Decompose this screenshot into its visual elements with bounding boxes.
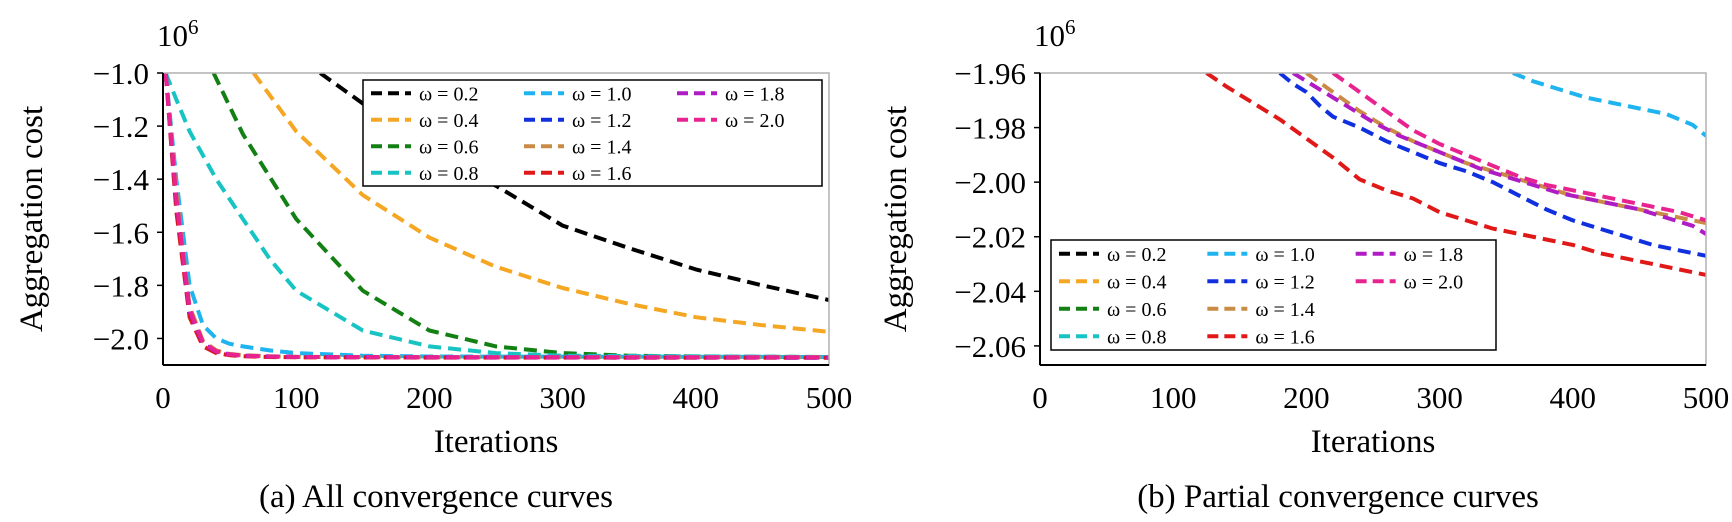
y-tick-label: −1.6 — [93, 215, 149, 250]
x-tick-label: 400 — [1550, 380, 1597, 415]
x-tick-label: 400 — [673, 380, 720, 415]
legend-label: ω = 0.8 — [419, 163, 478, 185]
legend-label: ω = 1.8 — [725, 83, 784, 105]
legend-label: ω = 0.6 — [1107, 299, 1166, 321]
x-tick-label: 500 — [1683, 380, 1730, 415]
legend-label: ω = 1.0 — [1255, 244, 1314, 266]
x-tick-label: 300 — [1416, 380, 1463, 415]
legend-label: ω = 2.0 — [1404, 271, 1463, 293]
series-line-8 — [1205, 73, 1706, 277]
legend-label: ω = 1.2 — [1255, 271, 1314, 293]
series-line-6 — [1278, 73, 1706, 258]
y-tick-label: −2.0 — [93, 321, 149, 356]
figure-caption: (a) All convergence curves — [259, 479, 613, 515]
legend-box — [1050, 239, 1497, 351]
legend-label: ω = 0.6 — [419, 136, 478, 158]
y-tick-label: −2.04 — [954, 274, 1026, 309]
x-tick-label: 100 — [273, 380, 320, 415]
y-tick-label: −1.2 — [93, 109, 149, 144]
y-axis-label: Aggregation cost — [14, 106, 50, 332]
figure-caption: (b) Partial convergence curves — [1137, 479, 1539, 515]
y-axis-label: Aggregation cost — [878, 106, 914, 332]
legend-label: ω = 1.4 — [572, 136, 631, 158]
legend-box — [362, 79, 823, 187]
y-multiplier: 106 — [1034, 15, 1076, 53]
y-tick-label: −2.06 — [954, 329, 1026, 364]
legend-label: ω = 0.2 — [419, 83, 478, 105]
x-tick-label: 300 — [539, 380, 586, 415]
y-tick-label: −2.02 — [954, 220, 1026, 255]
legend-label: ω = 1.6 — [572, 163, 631, 185]
plot-lines — [1205, 73, 1706, 277]
series-line-10 — [1331, 73, 1706, 223]
series-line-1 — [319, 73, 829, 302]
x-tick-label: 0 — [155, 380, 171, 415]
legend-label: ω = 1.0 — [572, 83, 631, 105]
x-tick-label: 0 — [1032, 380, 1048, 415]
x-tick-label: 100 — [1150, 380, 1197, 415]
x-axis-label: Iterations — [1311, 424, 1436, 460]
legend-label: ω = 2.0 — [725, 110, 784, 132]
legend-label: ω = 1.2 — [572, 110, 631, 132]
x-tick-label: 200 — [406, 380, 453, 415]
series-line-9 — [1292, 73, 1706, 236]
y-tick-label: −2.00 — [954, 165, 1026, 200]
series-line-10 — [163, 73, 829, 360]
series-line-5 — [1512, 73, 1706, 138]
legend-label: ω = 0.4 — [1107, 271, 1166, 293]
y-tick-label: −1.4 — [93, 162, 150, 197]
series-line-2 — [251, 73, 829, 334]
chart-b: 0 100 200 300 400 500 −1.96 −1.98 −2.00 −2.02 −2.0… — [878, 15, 1729, 515]
legend-label: ω = 0.2 — [1107, 244, 1166, 266]
legend-label: ω = 1.6 — [1255, 326, 1314, 348]
y-tick-label: −1.98 — [954, 111, 1026, 146]
y-tick-label: −1.0 — [93, 56, 149, 91]
legend-label: ω = 0.8 — [1107, 326, 1166, 348]
y-tick-label: −1.96 — [954, 56, 1026, 91]
legend-label: ω = 1.4 — [1255, 299, 1314, 321]
y-tick-label: −1.8 — [93, 268, 149, 303]
x-tick-label: 200 — [1283, 380, 1330, 415]
series-line-7 — [1305, 73, 1706, 226]
x-tick-label: 500 — [806, 380, 853, 415]
legend-label: ω = 1.8 — [1404, 244, 1463, 266]
x-axis-label: Iterations — [434, 424, 559, 460]
legend: ω = 0.2 ω = 0.4 ω = 0.6 ω = 0.8 ω = 1.0 ω = 1… — [1050, 239, 1497, 351]
legend-label: ω = 0.4 — [419, 110, 478, 132]
y-multiplier: 106 — [157, 15, 199, 53]
plot-lines — [163, 73, 829, 360]
legend: ω = 0.2 ω = 0.4 ω = 0.6 ω = 0.8 ω = 1.0 ω = 1… — [362, 79, 823, 187]
chart-a: 0 100 200 300 400 500 −1.0 −1.2 −1.4 −1.6 −1.8 −2.0… — [14, 15, 852, 515]
